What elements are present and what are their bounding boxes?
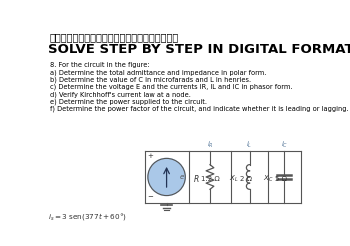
Text: e) Determine the power supplied to the circuit.: e) Determine the power supplied to the c… [50, 98, 207, 105]
Text: a) Determine the total admittance and impedance in polar form.: a) Determine the total admittance and im… [50, 69, 266, 76]
Text: $i_s = 3\ \mathrm{sen}(377t + 60°)$: $i_s = 3\ \mathrm{sen}(377t + 60°)$ [48, 211, 126, 222]
Text: $X_L$: $X_L$ [229, 174, 239, 184]
Text: −: − [147, 194, 153, 200]
Text: デジタル形式で段階的に解決　　ありがとう！！: デジタル形式で段階的に解決 ありがとう！！ [50, 32, 179, 42]
Text: 2 Ω: 2 Ω [240, 176, 252, 182]
Text: +: + [147, 154, 153, 159]
Text: f) Determine the power factor of the circuit, and indicate whether it is leading: f) Determine the power factor of the cir… [50, 106, 349, 112]
Text: 8. For the circuit in the figure:: 8. For the circuit in the figure: [50, 62, 149, 68]
Text: R: R [194, 175, 199, 184]
Text: $i_L$: $i_L$ [246, 139, 253, 150]
Text: b) Determine the value of C in microfarads and L in henries.: b) Determine the value of C in microfara… [50, 77, 251, 83]
Text: $i_C$: $i_C$ [281, 139, 288, 150]
Text: $X_C$: $X_C$ [263, 174, 274, 184]
Text: SOLVE STEP BY STEP IN DIGITAL FORMAT: SOLVE STEP BY STEP IN DIGITAL FORMAT [48, 43, 350, 56]
Text: c) Determine the voltage E and the currents IR, IL and IC in phasor form.: c) Determine the voltage E and the curre… [50, 84, 293, 90]
Text: 1.2 Ω: 1.2 Ω [201, 176, 219, 182]
Text: d) Verify Kirchhoff's current law at a node.: d) Verify Kirchhoff's current law at a n… [50, 91, 191, 98]
Text: $i_R$: $i_R$ [206, 139, 214, 150]
Circle shape [148, 158, 185, 196]
Text: 5 Ω: 5 Ω [275, 176, 287, 182]
Text: e: e [180, 174, 184, 180]
